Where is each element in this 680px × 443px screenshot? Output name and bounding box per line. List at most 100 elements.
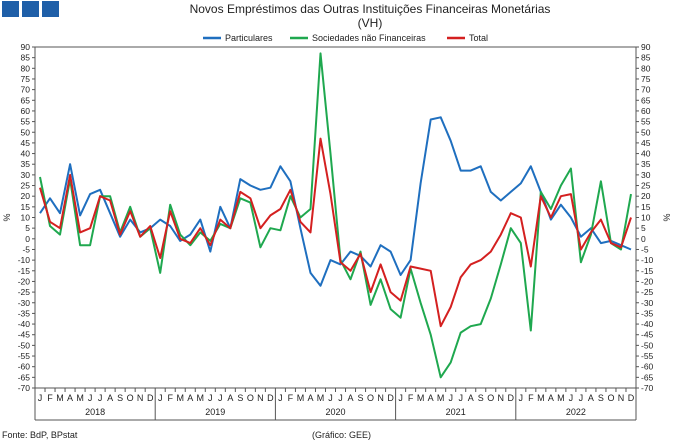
y-tick-label-right: -70 xyxy=(641,383,654,393)
y-tick-label-left: -35 xyxy=(18,308,31,318)
logo-square-1 xyxy=(2,1,19,17)
x-month-label: F xyxy=(167,393,173,403)
y-tick-label-right: 40 xyxy=(641,149,651,159)
y-tick-label-left: 55 xyxy=(21,117,31,127)
x-month-label: S xyxy=(117,393,123,403)
x-month-label: O xyxy=(367,393,374,403)
y-tick-label-right: -50 xyxy=(641,340,654,350)
y-tick-label-right: -25 xyxy=(641,287,654,297)
x-year-label: 2019 xyxy=(205,407,225,417)
y-tick-label-left: 80 xyxy=(21,63,31,73)
legend-label-2: Sociedades não Financeiras xyxy=(312,33,426,43)
y-tick-label-right: 20 xyxy=(641,191,651,201)
x-month-label: J xyxy=(158,393,163,403)
x-month-label: A xyxy=(428,393,434,403)
y-tick-label-left: -55 xyxy=(18,351,31,361)
y-tick-label-left: 35 xyxy=(21,159,31,169)
y-tick-label-left: 85 xyxy=(21,53,31,63)
x-month-label: N xyxy=(377,393,384,403)
y-tick-label-left: -65 xyxy=(18,372,31,382)
x-month-label: D xyxy=(387,393,394,403)
x-month-label: N xyxy=(498,393,505,403)
y-tick-label-left: -60 xyxy=(18,362,31,372)
x-month-label: J xyxy=(579,393,584,403)
series-layer xyxy=(39,52,632,379)
x-month-label: J xyxy=(328,393,333,403)
y-tick-label-left: 70 xyxy=(21,85,31,95)
x-month-label: M xyxy=(317,393,325,403)
y-tick-label-left: 50 xyxy=(21,127,31,137)
y-tick-label-left: 20 xyxy=(21,191,31,201)
x-month-label: J xyxy=(338,393,343,403)
x-month-label: S xyxy=(237,393,243,403)
y-tick-label-right: 25 xyxy=(641,181,651,191)
x-month-label: N xyxy=(137,393,144,403)
x-month-label: N xyxy=(257,393,264,403)
y-tick-label-right: -55 xyxy=(641,351,654,361)
x-month-label: F xyxy=(528,393,534,403)
x-month-label: J xyxy=(448,393,453,403)
x-month-label: A xyxy=(227,393,233,403)
x-month-label: J xyxy=(208,393,213,403)
x-month-label: S xyxy=(358,393,364,403)
x-month-label: J xyxy=(88,393,93,403)
x-month-label: A xyxy=(67,393,73,403)
y-tick-label-right: 45 xyxy=(641,138,651,148)
y-tick-label-right: -30 xyxy=(641,298,654,308)
y-tick-label-right: 65 xyxy=(641,95,651,105)
x-month-label: M xyxy=(76,393,84,403)
y-tick-label-right: 10 xyxy=(641,213,651,223)
x-month-label: J xyxy=(569,393,574,403)
y-tick-label-left: -40 xyxy=(18,319,31,329)
x-month-label: F xyxy=(408,393,414,403)
y-tick-label-right: -5 xyxy=(641,244,649,254)
y-tick-label-left: 45 xyxy=(21,138,31,148)
legend: Particulares Sociedades não Financeiras To… xyxy=(203,33,488,43)
x-month-label: F xyxy=(288,393,294,403)
y-tick-label-left: -15 xyxy=(18,266,31,276)
y-tick-label-left: 40 xyxy=(21,149,31,159)
axes: -70 -70-65 -65-60 -60-55 -55-50 -50-45 -45-40-… xyxy=(2,42,672,421)
y-tick-label-right: 70 xyxy=(641,85,651,95)
y-tick-label-left: 25 xyxy=(21,181,31,191)
x-month-label: M xyxy=(297,393,305,403)
x-month-label: A xyxy=(548,393,554,403)
footer-credit: (Gráfico: GEE) xyxy=(312,430,372,440)
y-axis-label-right: % xyxy=(662,213,672,221)
y-tick-label-right: -40 xyxy=(641,319,654,329)
y-tick-label-right: 15 xyxy=(641,202,651,212)
y-tick-label-right: -20 xyxy=(641,276,654,286)
y-tick-label-right: -45 xyxy=(641,330,654,340)
y-tick-label-left: 30 xyxy=(21,170,31,180)
y-tick-label-right: 90 xyxy=(641,42,651,52)
y-tick-label-right: 80 xyxy=(641,63,651,73)
x-month-label: J xyxy=(519,393,524,403)
y-tick-label-right: -65 xyxy=(641,372,654,382)
y-tick-label-right: 50 xyxy=(641,127,651,137)
y-tick-label-left: -70 xyxy=(18,383,31,393)
x-month-label: A xyxy=(588,393,594,403)
x-month-label: D xyxy=(147,393,154,403)
x-year-label: 2018 xyxy=(85,407,105,417)
y-tick-label-right: 55 xyxy=(641,117,651,127)
x-month-label: O xyxy=(487,393,494,403)
x-month-label: M xyxy=(557,393,565,403)
x-month-label: S xyxy=(478,393,484,403)
y-tick-label-left: 5 xyxy=(25,223,30,233)
legend-label-3: Total xyxy=(469,33,488,43)
legend-label-1: Particulares xyxy=(225,33,273,43)
y-tick-label-left: -30 xyxy=(18,298,31,308)
y-tick-label-right: -35 xyxy=(641,308,654,318)
x-month-label: J xyxy=(38,393,43,403)
x-month-label: S xyxy=(598,393,604,403)
y-tick-label-right: 85 xyxy=(641,53,651,63)
x-month-label: D xyxy=(628,393,635,403)
y-tick-label-left: -10 xyxy=(18,255,31,265)
x-month-label: A xyxy=(107,393,113,403)
y-tick-label-left: -50 xyxy=(18,340,31,350)
x-month-label: A xyxy=(307,393,313,403)
x-month-label: M xyxy=(56,393,64,403)
y-tick-label-left: -25 xyxy=(18,287,31,297)
y-tick-label-left: 90 xyxy=(21,42,31,52)
y-tick-label-left: 60 xyxy=(21,106,31,116)
